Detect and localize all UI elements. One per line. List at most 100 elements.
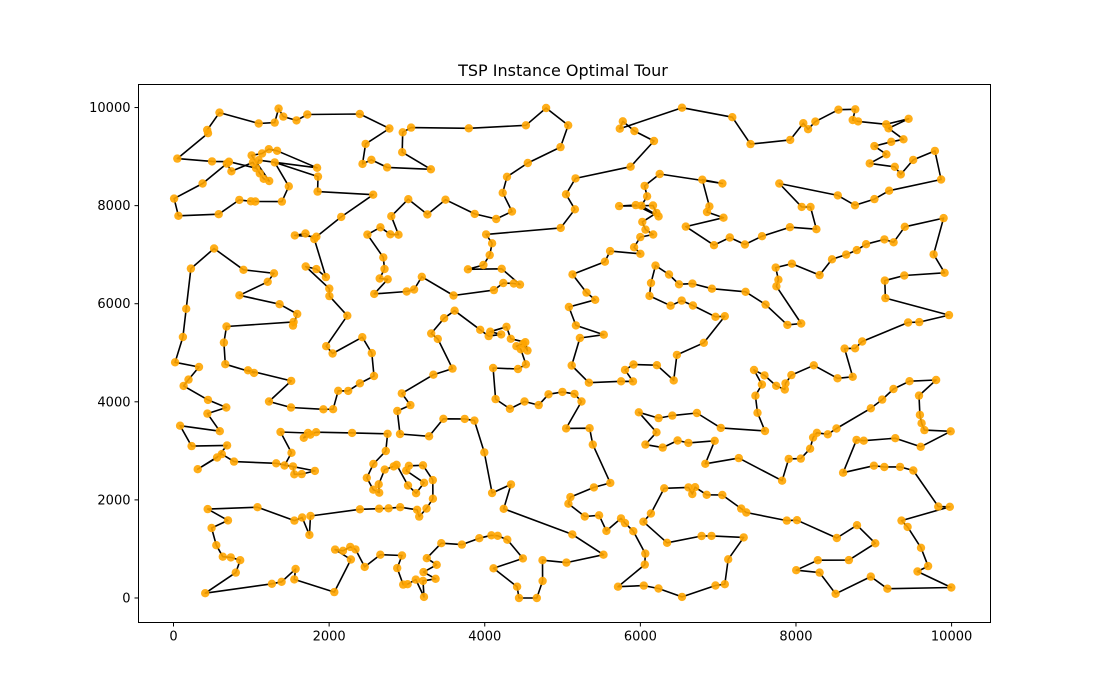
city-point: [838, 468, 848, 477]
city-point: [917, 419, 926, 428]
city-point: [397, 551, 407, 560]
city-point: [913, 567, 922, 576]
city-point: [673, 436, 682, 445]
city-point: [677, 592, 687, 602]
city-point: [484, 331, 493, 341]
city-point: [640, 560, 649, 569]
city-point: [684, 438, 693, 448]
city-point: [920, 425, 929, 435]
city-point: [322, 342, 331, 351]
city-point: [646, 278, 656, 288]
city-point: [783, 320, 792, 330]
city-point: [509, 279, 518, 288]
city-point: [903, 522, 912, 532]
city-point: [582, 288, 591, 297]
city-point: [520, 397, 529, 406]
city-point: [507, 207, 517, 216]
city-point: [277, 197, 287, 206]
city-point: [641, 440, 650, 449]
city-point: [272, 146, 282, 155]
city-point: [646, 509, 656, 518]
city-point: [737, 504, 746, 513]
city-point: [386, 230, 395, 239]
x-axis: 0 2000 4000 6000 8000 10000: [169, 622, 972, 645]
city-point: [805, 444, 815, 453]
city-point: [724, 555, 733, 564]
city-point: [620, 365, 630, 375]
city-point: [457, 540, 467, 549]
city-point: [711, 312, 720, 321]
city-point: [419, 567, 428, 577]
city-points-layer: [169, 103, 956, 603]
city-point: [832, 424, 841, 433]
city-point: [376, 550, 385, 559]
y-axis: 0 2000 4000 6000 8000 10000: [89, 101, 139, 606]
city-point: [448, 364, 457, 373]
city-point: [343, 311, 352, 320]
city-point: [370, 289, 379, 299]
city-point: [688, 489, 697, 499]
city-point: [207, 157, 217, 166]
city-point: [812, 225, 821, 234]
city-point: [223, 516, 233, 525]
city-point: [851, 105, 860, 114]
city-point: [383, 275, 392, 284]
city-point: [251, 164, 261, 173]
city-point: [840, 344, 849, 353]
city-point: [784, 454, 793, 464]
city-point: [411, 489, 421, 498]
city-point: [909, 466, 918, 475]
city-point: [848, 372, 857, 381]
city-point: [707, 531, 716, 541]
city-point: [652, 361, 662, 370]
city-point: [654, 413, 663, 423]
city-point: [247, 151, 256, 160]
city-point: [916, 442, 925, 451]
city-point: [654, 584, 663, 593]
city-point: [344, 386, 353, 396]
city-point: [521, 360, 531, 369]
city-point: [946, 427, 955, 436]
city-point: [577, 397, 586, 406]
city-point: [481, 230, 491, 239]
city-point: [498, 188, 507, 197]
city-point: [214, 210, 223, 219]
city-point: [538, 576, 547, 586]
city-point: [796, 454, 805, 463]
city-point: [719, 213, 728, 222]
city-point: [346, 555, 356, 564]
city-point: [613, 582, 623, 591]
city-point: [567, 361, 576, 370]
city-point: [806, 202, 815, 212]
city-point: [301, 262, 310, 271]
city-point: [418, 576, 428, 586]
city-point: [915, 317, 924, 327]
city-point: [568, 530, 577, 539]
city-point: [939, 213, 948, 223]
city-point: [707, 284, 717, 293]
city-point: [690, 483, 700, 492]
city-point: [866, 572, 875, 581]
city-point: [639, 517, 648, 526]
city-point: [227, 167, 236, 176]
city-point: [263, 277, 272, 286]
city-point: [923, 561, 933, 571]
city-point: [269, 269, 279, 278]
city-point: [297, 469, 306, 479]
y-tick-label: 0: [122, 591, 130, 606]
city-point: [777, 476, 787, 485]
city-point: [692, 408, 702, 418]
city-point: [658, 443, 667, 452]
city-point: [182, 304, 191, 313]
x-tick-label: 0: [169, 630, 177, 645]
city-point: [512, 342, 521, 351]
city-point: [290, 470, 299, 479]
city-point: [393, 406, 402, 416]
city-point: [201, 589, 210, 598]
city-point: [890, 162, 899, 171]
city-point: [487, 239, 497, 248]
city-point: [219, 338, 229, 347]
city-point: [369, 459, 378, 469]
city-point: [815, 270, 824, 280]
city-point: [338, 546, 348, 555]
